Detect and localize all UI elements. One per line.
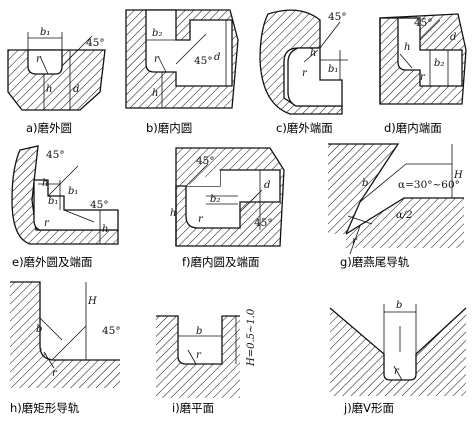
- panel-a-r-label: r: [36, 54, 42, 65]
- panel-e-h-label: h: [42, 178, 48, 189]
- panel-f-angle-label-1: 45°: [196, 155, 215, 167]
- panel-i-caption: i)磨平面: [172, 401, 214, 415]
- panel-b-r-label: r: [154, 54, 160, 65]
- panel-i-r-label: r: [196, 350, 202, 361]
- panel-h-b-label: b: [36, 324, 42, 335]
- panel-d-figure: b₂ r h d 45°: [379, 13, 467, 105]
- panel-a-h-label: h: [46, 84, 52, 95]
- panel-h-figure: b H r 45°: [10, 281, 121, 388]
- panel-g-b-label: b: [362, 178, 368, 189]
- panel-h-angle-label: 45°: [102, 325, 121, 337]
- panel-g-half-alpha-label: α/2: [396, 210, 412, 221]
- panel-j-r-label: r: [394, 366, 400, 377]
- panel-c-r-label: r: [302, 68, 308, 79]
- panel-g-figure: b H α=30°~60° α/2 r: [328, 143, 464, 255]
- panel-f-caption: f)磨内圆及端面: [182, 255, 260, 269]
- panel-e-r-label: r: [44, 218, 50, 229]
- panel-e-figure: 45° h b₁ b₁ r h 45°: [11, 145, 119, 245]
- panel-h-caption: h)磨矩形导轨: [10, 401, 80, 415]
- panel-b-angle-label: 45°: [194, 55, 213, 67]
- panel-a-b-label: b₁: [40, 27, 50, 38]
- panel-d-caption: d)磨内端面: [384, 121, 442, 135]
- panel-f-figure: 45° b₂ h r d 45°: [170, 147, 285, 247]
- panel-e-caption: e)磨外圆及端面: [12, 255, 93, 269]
- panel-c-caption: c)磨外端面: [276, 121, 333, 135]
- panel-g-H-label: H: [453, 170, 463, 181]
- panel-c-figure: b₁ r h 45°: [259, 9, 348, 115]
- panel-d-d-label: d: [450, 32, 456, 43]
- panel-f-d-label: d: [264, 180, 270, 191]
- panel-d-r-label: r: [420, 72, 426, 83]
- panel-i-figure: b r H=0.5~1.0: [156, 308, 257, 398]
- panel-g-alpha-label: α=30°~60°: [398, 179, 460, 191]
- panel-i-H-label: H=0.5~1.0: [246, 308, 257, 367]
- panel-a-angle-label: 45°: [86, 37, 105, 49]
- panel-f-angle-label-2: 45°: [254, 217, 273, 229]
- panel-c-h-label: h: [310, 48, 316, 59]
- panel-e-h-label-2: h: [102, 224, 108, 235]
- panel-b-b-label: b₂: [152, 28, 162, 39]
- panel-d-angle-label: 45°: [414, 17, 433, 29]
- panel-g-caption: g)磨燕尾导轨: [340, 255, 410, 269]
- panel-a-caption: a)磨外圆: [26, 121, 72, 135]
- panel-e-b-label-2: b₁: [68, 186, 78, 197]
- panel-b-figure: b₂ r h d 45°: [125, 9, 239, 109]
- panel-e-b-label: b₁: [48, 196, 58, 207]
- panel-j-figure: b r: [329, 300, 467, 396]
- panel-g-r-label: r: [352, 236, 358, 247]
- panel-f-h-label: h: [170, 208, 176, 219]
- panel-i-b-label: b: [196, 326, 202, 337]
- panel-h-H-label: H: [87, 296, 97, 307]
- panel-b-caption: b)磨内圆: [146, 121, 192, 135]
- panel-c-b-label: b₁: [328, 64, 338, 75]
- panel-j-caption: j)磨V形面: [343, 401, 394, 415]
- panel-h-r-label: r: [52, 368, 58, 379]
- panel-b-d-label: d: [214, 52, 220, 63]
- panel-e-angle-label-2: 45°: [90, 199, 109, 211]
- panel-b-h-label: h: [152, 88, 158, 99]
- panel-j-b-label: b: [396, 300, 402, 311]
- panel-f-b-label: b₂: [210, 194, 220, 205]
- panel-d-h-label: h: [404, 42, 410, 53]
- panel-e-angle-label-1: 45°: [46, 149, 65, 161]
- panel-f-r-label: r: [198, 214, 204, 225]
- panel-a-figure: b₁ r h d 45°: [7, 27, 106, 111]
- panel-a-d-label: d: [73, 84, 79, 95]
- panel-c-angle-label: 45°: [328, 11, 347, 23]
- panel-d-b-label: b₂: [434, 58, 444, 69]
